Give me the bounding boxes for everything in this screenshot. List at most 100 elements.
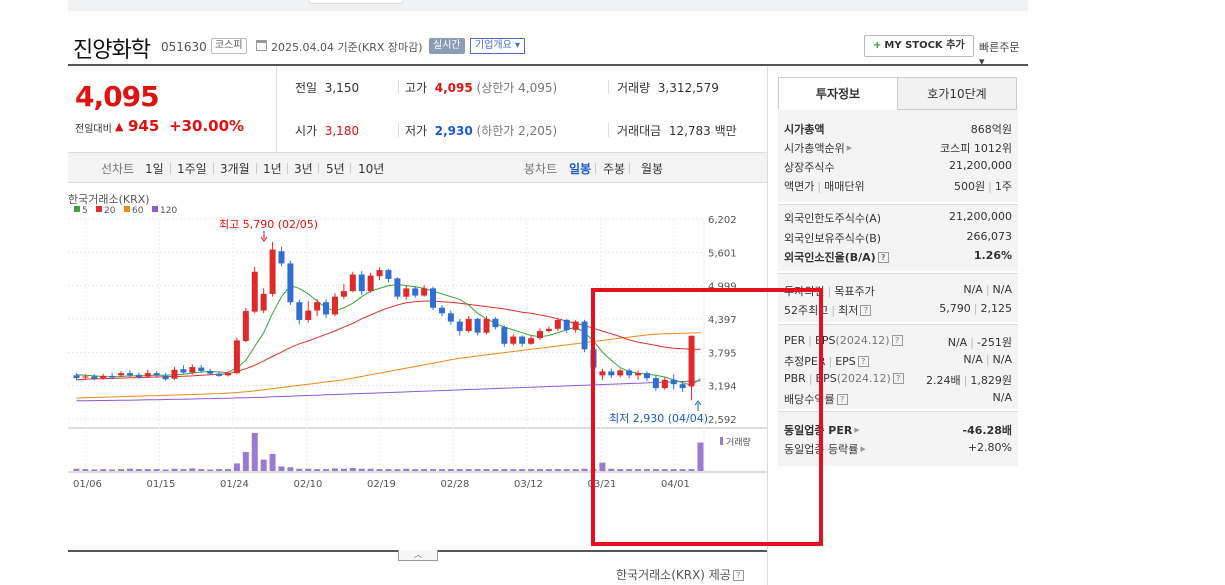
w52-high-value: 5,790 bbox=[939, 302, 971, 315]
min-arrow-head bbox=[694, 400, 702, 406]
w52-low-label: 최저 bbox=[838, 304, 859, 317]
volume-bar bbox=[394, 469, 401, 471]
volume-stat: 거래량 3,312,579 bbox=[617, 79, 719, 96]
company-name[interactable]: 진양화학 bbox=[73, 38, 151, 63]
candle-body bbox=[242, 311, 249, 341]
help-icon[interactable]: ? bbox=[857, 356, 869, 367]
candle-body bbox=[225, 373, 231, 376]
help-icon[interactable]: ? bbox=[836, 394, 848, 405]
help-icon[interactable]: ? bbox=[891, 335, 903, 346]
candle-body bbox=[465, 318, 472, 332]
up-arrow-icon: ▲ bbox=[115, 120, 124, 133]
period-1y[interactable]: 1년 bbox=[263, 162, 282, 176]
y-tick-label: 2,592 bbox=[708, 415, 737, 426]
sector-per-label[interactable]: 동일업종 PER ▶ bbox=[784, 422, 860, 438]
volume-bar bbox=[661, 469, 668, 471]
sector-table: 동일업종 PER ▶ -46.28배 동일업종 등락률 ▶ +2.80% bbox=[778, 412, 1018, 466]
candles bbox=[73, 241, 695, 401]
sector-chg-value: +2.80% bbox=[967, 441, 1012, 454]
stat-divider bbox=[398, 123, 399, 137]
volume-bar bbox=[82, 469, 89, 471]
volume-bar bbox=[296, 468, 303, 471]
date-text: 2025.04.04 기준(KRX 장마감) bbox=[271, 41, 423, 54]
volume-bar bbox=[144, 469, 151, 471]
amount-label: 거래대금 bbox=[617, 124, 662, 138]
row-sector-per: 동일업종 PER ▶ -46.28배 bbox=[778, 421, 1018, 439]
high-value: 4,095 bbox=[434, 81, 473, 95]
price-axis: 6,202 5,601 4,999 4,397 3,795 3,194 2,592 bbox=[708, 215, 737, 426]
period-3y[interactable]: 3년 bbox=[294, 162, 313, 176]
period-1d[interactable]: 1일 bbox=[145, 162, 164, 176]
tab-orderbook[interactable]: 호가10단계 bbox=[897, 77, 1017, 110]
volume-legend-label: 거래량 bbox=[726, 436, 751, 448]
candle-monthly[interactable]: 월봉 bbox=[641, 162, 664, 176]
header-divider bbox=[68, 64, 1028, 66]
volume-bar bbox=[269, 453, 276, 471]
volume-bar bbox=[643, 469, 650, 471]
bps-value-text: 1,829원 bbox=[970, 374, 1012, 387]
x-tick-label: 01/06 bbox=[73, 479, 102, 490]
candle-weekly[interactable]: 주봉 bbox=[603, 162, 626, 176]
volume-bar bbox=[118, 469, 125, 471]
max-annotation: 최고 5,790 (02/05) bbox=[219, 218, 318, 242]
market-cap-value: 868억원 bbox=[970, 123, 1012, 136]
volume-bar bbox=[652, 469, 659, 471]
volume-bar bbox=[376, 469, 383, 471]
realtime-button[interactable]: 실시간 bbox=[429, 38, 465, 54]
y-tick-label: 4,397 bbox=[708, 315, 737, 326]
candle-body bbox=[688, 335, 695, 387]
moving-average-lines bbox=[76, 283, 701, 402]
candle-body bbox=[679, 384, 686, 389]
div-value: N/A bbox=[992, 391, 1012, 404]
volume-legend-swatch bbox=[720, 437, 723, 445]
period-10y[interactable]: 10년 bbox=[358, 162, 385, 176]
ma5-line bbox=[76, 283, 701, 386]
volume-bar bbox=[358, 468, 365, 471]
volume-bar bbox=[447, 469, 454, 471]
stock-chart[interactable]: 한국거래소(KRX) 5 20 60 120 6,202 5,601 4,999 4,397… bbox=[68, 183, 767, 553]
volume-bar bbox=[528, 469, 535, 471]
candle-body bbox=[153, 373, 160, 376]
ma20-line bbox=[76, 300, 701, 381]
period-1w[interactable]: 1주일 bbox=[177, 162, 207, 176]
period-3m[interactable]: 3개월 bbox=[220, 162, 250, 176]
period-5y[interactable]: 5년 bbox=[326, 162, 345, 176]
volume-bar bbox=[501, 469, 508, 471]
top-tab-nub[interactable] bbox=[308, 0, 404, 4]
candle-body bbox=[635, 373, 642, 376]
volume-bar bbox=[421, 469, 428, 471]
highlight-box bbox=[591, 288, 823, 546]
rank-label[interactable]: 시가총액순위 ▶ bbox=[784, 140, 852, 156]
candle-body bbox=[91, 376, 98, 379]
candle-body bbox=[287, 263, 294, 303]
candle-body bbox=[501, 327, 508, 344]
collapse-chart-button[interactable]: ︿ bbox=[398, 550, 438, 561]
quick-order-dropdown[interactable]: 빠른주문 ▾ bbox=[979, 41, 1020, 68]
ma-legend-label-60: 60 bbox=[132, 206, 144, 216]
candle-body bbox=[661, 379, 668, 389]
w52-value: 5,790 | 2,125 bbox=[939, 302, 1012, 315]
stat-divider bbox=[398, 80, 399, 94]
y-tick-label: 5,601 bbox=[708, 248, 737, 259]
company-overview-dropdown[interactable]: 기업개요 ▾ bbox=[470, 38, 525, 54]
row-est-per: 추정PER | EPS? N/A | N/A bbox=[778, 352, 1018, 370]
help-icon[interactable]: ? bbox=[892, 373, 904, 384]
help-icon[interactable]: ? bbox=[732, 570, 744, 581]
period-bar: 선차트 1일 1주일 3개월 1년 3년 5년 10년 봉차트 일봉 주봉 월봉 bbox=[68, 152, 767, 183]
help-icon[interactable]: ? bbox=[860, 305, 872, 316]
shares-value: 21,200,000 bbox=[949, 159, 1012, 172]
help-icon[interactable]: ? bbox=[877, 252, 889, 263]
x-tick-label: 02/19 bbox=[367, 479, 396, 490]
volume-bar bbox=[287, 467, 294, 471]
candle-body bbox=[296, 302, 303, 320]
open-price: 시가 3,180 bbox=[295, 122, 359, 139]
tab-invest-info[interactable]: 투자정보 bbox=[778, 77, 898, 110]
high-label: 고가 bbox=[405, 81, 428, 95]
volume-bar bbox=[171, 468, 178, 471]
y-tick-label: 3,194 bbox=[708, 382, 737, 393]
candle-daily[interactable]: 일봉 bbox=[569, 162, 592, 176]
volume-bar bbox=[207, 469, 214, 471]
volume-bar bbox=[492, 469, 499, 471]
candle-body bbox=[430, 288, 437, 308]
add-mystock-button[interactable]: + MY STOCK 추가 bbox=[864, 35, 974, 57]
